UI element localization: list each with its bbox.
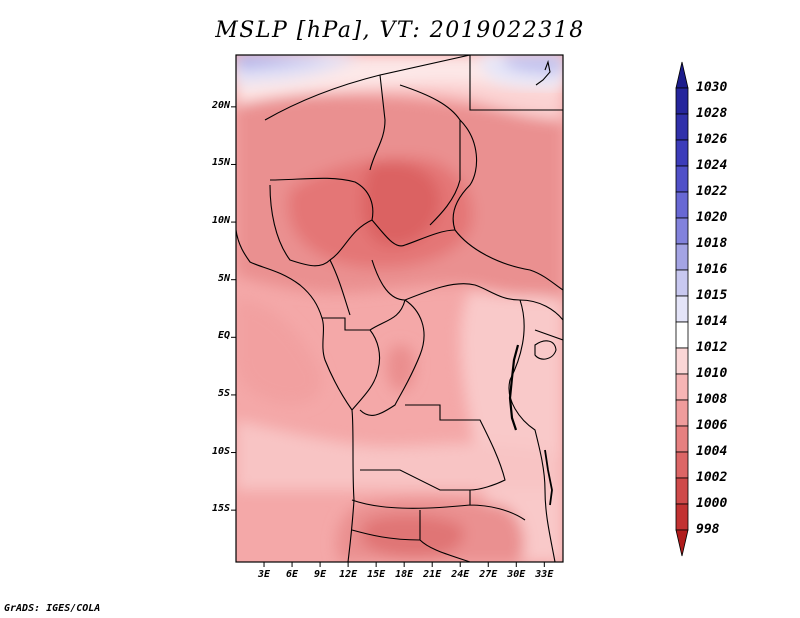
lon-label: 33E bbox=[535, 569, 554, 580]
lat-label: 15N bbox=[211, 157, 230, 169]
colorbar-label: 1000 bbox=[696, 496, 728, 511]
colorbar-label: 1014 bbox=[696, 314, 728, 329]
colorbar-swatch bbox=[675, 113, 689, 141]
colorbar-label: 1024 bbox=[696, 158, 728, 173]
map-title: MSLP [hPa], VT: 2019022318 bbox=[215, 18, 585, 43]
colorbar-swatch bbox=[675, 217, 689, 245]
lon-label: 18E bbox=[395, 569, 414, 580]
colorbar-swatch bbox=[675, 477, 689, 505]
colorbar-swatch bbox=[675, 243, 689, 271]
colorbar-label: 1018 bbox=[696, 236, 728, 251]
colorbar-swatch bbox=[675, 399, 689, 427]
colorbar-swatch bbox=[675, 295, 689, 323]
colorbar-label: 1020 bbox=[696, 210, 728, 225]
colorbar-label: 1030 bbox=[696, 80, 728, 95]
colorbar-label: 1004 bbox=[696, 444, 728, 459]
lon-label: 3E bbox=[257, 569, 271, 580]
colorbar-swatch bbox=[675, 451, 689, 479]
lat-label: 10N bbox=[211, 215, 230, 227]
colorbar-label: 1026 bbox=[696, 132, 728, 147]
lon-label: 15E bbox=[367, 569, 386, 580]
lat-label: 5S bbox=[217, 387, 230, 399]
colorbar-swatch bbox=[675, 269, 689, 297]
map-frame bbox=[235, 54, 564, 563]
colorbar-swatch bbox=[675, 321, 689, 349]
field-1018-sahara-west bbox=[236, 55, 290, 62]
lat-label: 10S bbox=[211, 445, 230, 457]
mslp-field bbox=[236, 55, 563, 562]
lon-label: 6E bbox=[286, 569, 299, 580]
colorbar-swatch bbox=[675, 373, 689, 401]
colorbar-label: 1022 bbox=[696, 184, 728, 199]
lon-label: 9E bbox=[314, 569, 327, 580]
lon-label: 12E bbox=[339, 569, 358, 580]
lon-ticks bbox=[263, 562, 545, 567]
lon-label: 24E bbox=[451, 569, 470, 580]
colorbar-label: 1015 bbox=[696, 288, 728, 303]
field-1012-south bbox=[236, 420, 563, 490]
colorbar-swatch bbox=[675, 61, 689, 89]
grads-credit: GrADS: IGES/COLA bbox=[4, 603, 101, 614]
field-1004-core bbox=[362, 161, 440, 246]
lon-label: 30E bbox=[507, 569, 526, 580]
colorbar-label: 1006 bbox=[696, 418, 728, 433]
colorbar-swatch bbox=[675, 529, 689, 557]
colorbar-swatch bbox=[675, 165, 689, 193]
colorbar-label: 1016 bbox=[696, 262, 728, 277]
colorbar bbox=[675, 61, 689, 557]
colorbar-label: 1012 bbox=[696, 340, 728, 355]
lat-ticks bbox=[231, 106, 236, 511]
lat-label: 5N bbox=[217, 272, 230, 284]
colorbar-swatch bbox=[675, 503, 689, 531]
lat-label: EQ bbox=[217, 330, 230, 342]
colorbar-label: 1028 bbox=[696, 106, 728, 121]
colorbar-swatch bbox=[675, 425, 689, 453]
colorbar-label: 1008 bbox=[696, 392, 728, 407]
lat-label: 20N bbox=[211, 99, 230, 111]
lon-label: 21E bbox=[423, 569, 442, 580]
field-1008-congo bbox=[386, 345, 415, 392]
colorbar-label: 998 bbox=[696, 522, 720, 537]
colorbar-label: 1010 bbox=[696, 366, 728, 381]
colorbar-swatch bbox=[675, 139, 689, 167]
lat-label: 15S bbox=[211, 503, 230, 515]
field-1016-libya bbox=[500, 55, 563, 73]
lon-label: 27E bbox=[479, 569, 498, 580]
colorbar-label: 1002 bbox=[696, 470, 728, 485]
field-1010-west bbox=[236, 300, 322, 404]
field-1006-south bbox=[361, 515, 464, 557]
colorbar-swatch bbox=[675, 347, 689, 375]
colorbar-swatch bbox=[675, 87, 689, 115]
colorbar-swatch bbox=[675, 191, 689, 219]
boundaries bbox=[236, 55, 563, 562]
